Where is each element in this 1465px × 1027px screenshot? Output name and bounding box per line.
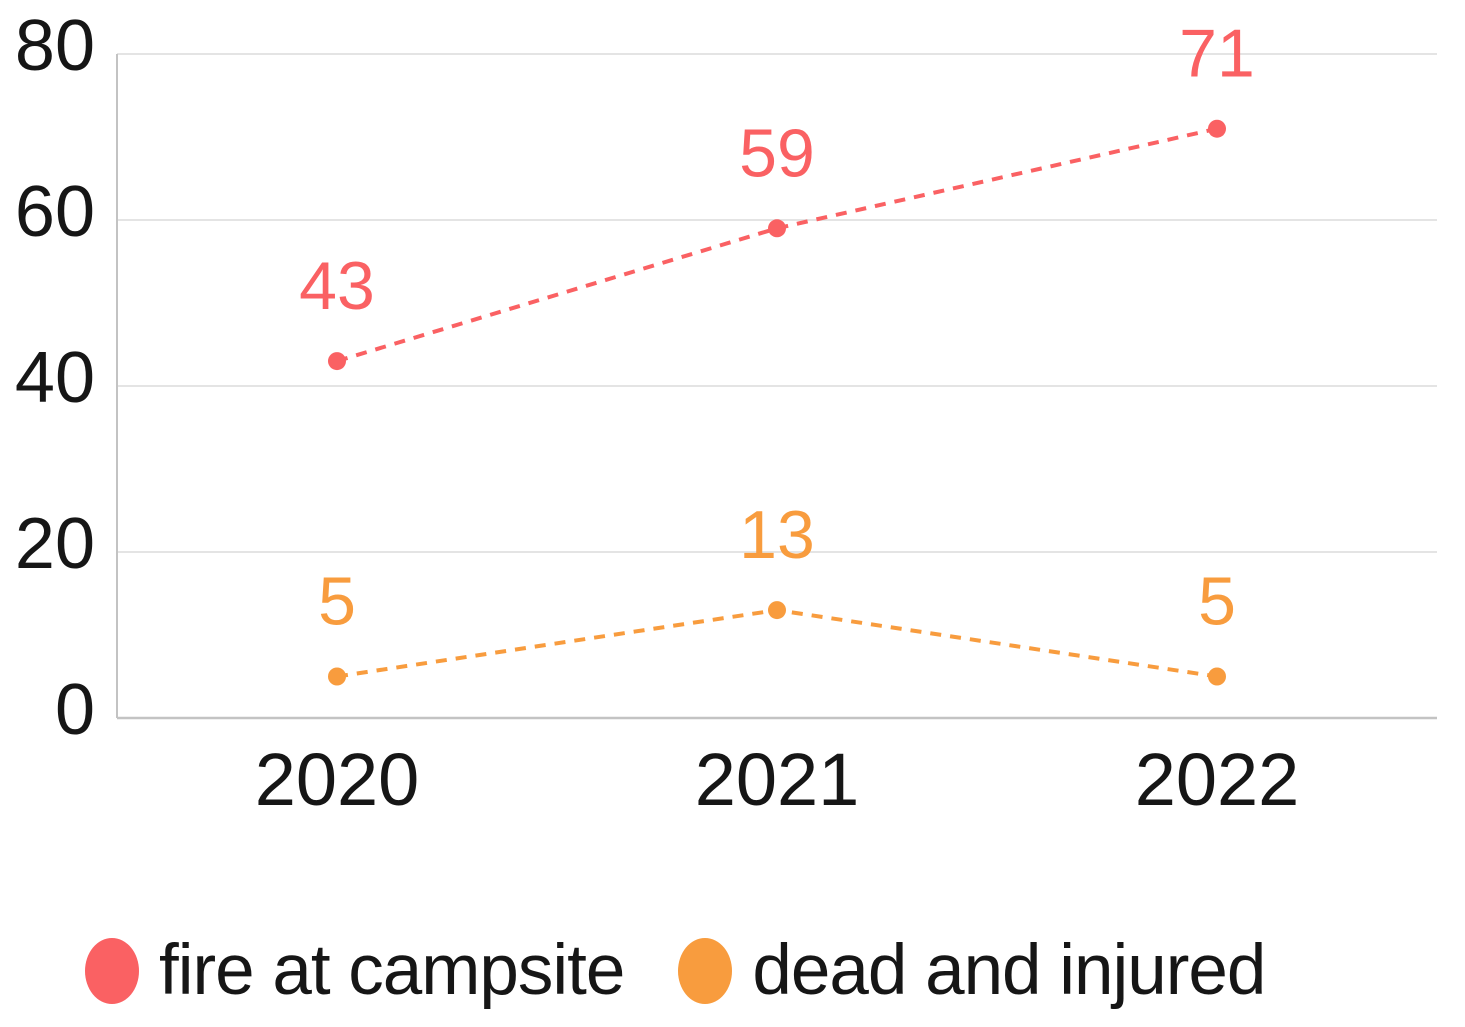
- legend-marker-fire-at-campsite-icon: [85, 937, 139, 1004]
- data-label-dead-and-injured-2021: 13: [739, 497, 815, 573]
- data-label-fire-at-campsite-2022: 71: [1179, 16, 1255, 92]
- y-tick-label: 60: [15, 172, 95, 252]
- data-point-fire-at-campsite-2020: [328, 352, 346, 371]
- data-point-dead-and-injured-2021: [768, 601, 786, 620]
- x-tick-label-2021: 2021: [695, 738, 860, 821]
- series-line-fire-at-campsite: [336, 126, 1218, 364]
- chart-svg: 0 20 40 60 80 2020 2021 2022 43 59 71 5 13 5: [15, 6, 1437, 821]
- data-label-fire-at-campsite-2021: 59: [739, 115, 815, 191]
- y-tick-label: 40: [15, 338, 95, 418]
- x-tick-label-2020: 2020: [255, 738, 420, 821]
- data-label-dead-and-injured-2022: 5: [1198, 564, 1236, 640]
- data-label-fire-at-campsite-2020: 43: [299, 248, 375, 324]
- data-point-dead-and-injured-2020: [328, 667, 346, 686]
- y-tick-label: 80: [15, 6, 95, 86]
- series-line-dead-and-injured: [336, 608, 1218, 679]
- y-tick-label: 20: [15, 504, 95, 584]
- legend-item-dead-and-injured: dead and injured: [678, 930, 1266, 1011]
- data-point-fire-at-campsite-2022: [1208, 119, 1226, 138]
- y-tick-label: 0: [55, 670, 95, 750]
- legend: fire at campsite dead and injured: [85, 930, 1266, 1011]
- data-point-dead-and-injured-2022: [1208, 667, 1226, 686]
- legend-label-dead-and-injured: dead and injured: [752, 931, 1266, 1010]
- x-tick-label-2022: 2022: [1135, 738, 1300, 821]
- legend-marker-dead-and-injured-icon: [678, 937, 733, 1004]
- data-point-fire-at-campsite-2021: [768, 219, 786, 238]
- legend-item-fire-at-campsite: fire at campsite: [85, 930, 625, 1011]
- legend-label-fire-at-campsite: fire at campsite: [159, 931, 625, 1010]
- data-label-dead-and-injured-2020: 5: [318, 564, 356, 640]
